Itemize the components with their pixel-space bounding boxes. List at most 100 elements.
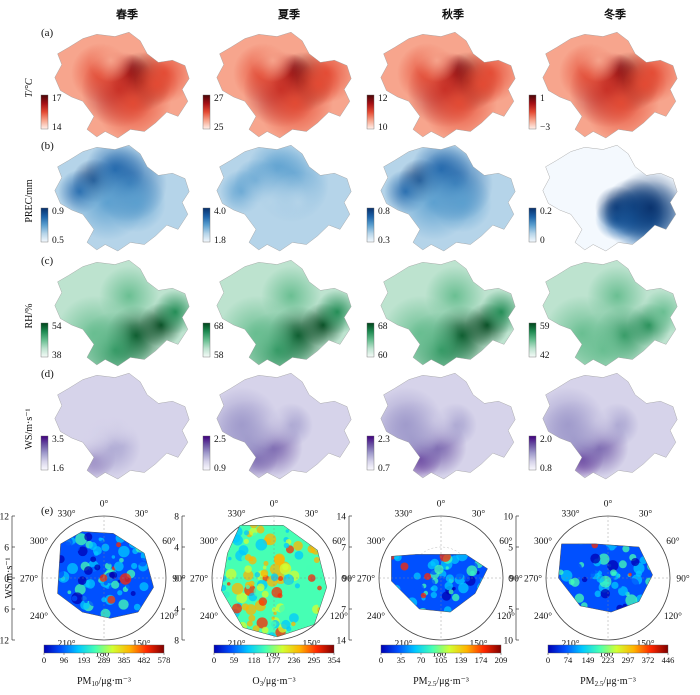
panel-label-2: (c) [41, 255, 54, 267]
polar-angle-label: 30° [472, 509, 486, 520]
polar-angle-label: 210° [227, 638, 245, 649]
map-blob [380, 387, 444, 463]
polar-colorbar-tick: 297 [622, 655, 635, 665]
colorbar-greens-0 [40, 322, 49, 358]
polar-angle-label: 330° [394, 509, 412, 520]
colorbar-purples-0 [40, 435, 49, 471]
polar-colorbar-1 [213, 644, 335, 654]
map-reds-1 [216, 31, 352, 139]
map-blob [479, 290, 516, 334]
polar-colorbar-tick: 289 [98, 655, 111, 665]
polar-angle-label: 330° [57, 509, 75, 520]
polar-colorbar-tick: 193 [78, 655, 91, 665]
map-purples-2 [380, 372, 516, 480]
colorbar-blues-3 [528, 207, 537, 243]
map-blob [612, 169, 678, 246]
map-blob [460, 43, 516, 104]
map-blob [296, 43, 352, 104]
polar-colorbar-3 [547, 644, 669, 654]
map-blob [542, 387, 606, 463]
map-reds-3 [542, 31, 678, 139]
polar-angle-label: 240° [30, 611, 48, 622]
colorbar-reds-2 [366, 94, 375, 130]
polar-ytick: 10 [504, 637, 514, 647]
colorbar-blues-1 [202, 207, 211, 243]
polar-angle-label: 120° [497, 611, 515, 622]
map-blob [70, 164, 146, 241]
colorbar-reds-1 [202, 94, 211, 130]
pollutant-label-0: PM10/μg·m⁻³ [77, 676, 131, 688]
polar-angle-label: 240° [534, 611, 552, 622]
polar-ytick: 12 [0, 513, 9, 523]
colorbar-max: 4.0 [214, 207, 226, 217]
polar-colorbar-tick: 105 [435, 655, 448, 665]
polar-colorbar-tick: 139 [455, 655, 468, 665]
map-blob [153, 290, 190, 334]
polar-ytick: 5 [508, 544, 513, 554]
season-header-2: 秋季 [442, 7, 465, 21]
colorbar-max: 2.3 [378, 435, 390, 445]
polar-ytick: 0 [174, 575, 179, 585]
map-blob [396, 164, 472, 241]
polar-angle-label: 210° [57, 638, 75, 649]
colorbar-greens-1 [202, 322, 211, 358]
colorbar-purples-1 [202, 435, 211, 471]
colorbar-reds-3 [528, 94, 537, 130]
polar-plot-1: 0°30°60°90°120°150°180°210°240°270°300°3… [174, 499, 356, 689]
map-blob [218, 295, 294, 367]
polar-angle-label: 90° [676, 574, 690, 585]
colorbar-min: 14 [52, 123, 62, 133]
polar-colorbar-tick: 0 [379, 655, 383, 665]
polar-ytick: 0 [508, 575, 513, 585]
polar-ytick: 4 [174, 544, 179, 554]
polar-colorbar-tick: 35 [397, 655, 406, 665]
colorbar-max: 54 [52, 322, 62, 332]
colorbar-max: 3.5 [52, 435, 64, 445]
polar-angle-label: 270° [20, 574, 38, 585]
polar-ytick: 0 [4, 575, 9, 585]
polar-angle-label: 120° [160, 611, 178, 622]
polar-colorbar-tick: 295 [308, 655, 321, 665]
panel-label-e: (e) [41, 505, 54, 517]
season-header-1: 夏季 [278, 7, 301, 21]
polar-angle-label: 60° [666, 536, 680, 547]
map-blues-1 [216, 144, 352, 252]
map-purples-1 [216, 372, 352, 480]
colorbar-max: 0.8 [378, 207, 390, 217]
polar-colorbar-tick: 372 [642, 655, 655, 665]
polar-colorbar-tick: 223 [602, 655, 615, 665]
polar-angle-label: 300° [367, 536, 385, 547]
colorbar-max: 68 [214, 322, 224, 332]
polar-colorbar-2 [380, 644, 502, 654]
colorbar-blues-0 [40, 207, 49, 243]
colorbar-min: −3 [540, 123, 550, 133]
polar-ytick: 10 [504, 513, 514, 523]
polar-colorbar-tick: 149 [582, 655, 595, 665]
map-blues-2 [380, 144, 516, 252]
colorbar-max: 2.0 [540, 435, 552, 445]
colorbar-min: 0.9 [214, 464, 226, 474]
row-ylabel-2: RH/% [24, 304, 35, 329]
polar-colorbar-tick: 118 [248, 655, 260, 665]
panel-label-0: (a) [41, 27, 54, 39]
polar-angle-label: 150° [302, 638, 320, 649]
polar-colorbar-tick: 0 [546, 655, 550, 665]
colorbar-max: 17 [52, 94, 62, 104]
colorbar-purples-3 [528, 435, 537, 471]
colorbar-max: 59 [540, 322, 550, 332]
pollutant-label-2: PM2.5/μg·m⁻³ [413, 676, 469, 688]
polar-colorbar-tick: 236 [288, 655, 301, 665]
map-blob [414, 38, 459, 83]
polar-angle-label: 0° [100, 499, 109, 510]
polar-angle-label: 150° [636, 638, 654, 649]
map-blob [54, 387, 118, 463]
polar-ytick: 12 [0, 637, 9, 647]
colorbar-min: 25 [214, 123, 224, 133]
polar-angle-label: 30° [639, 509, 653, 520]
polar-colorbar-tick: 70 [417, 655, 426, 665]
polar-plot-0: 0°30°60°90°120°150°180°210°240°270°300°3… [0, 499, 186, 689]
map-greens-2 [380, 259, 516, 367]
polar-ytick: 14 [337, 637, 347, 647]
map-blob [622, 43, 678, 104]
colorbar-max: 27 [214, 94, 224, 104]
